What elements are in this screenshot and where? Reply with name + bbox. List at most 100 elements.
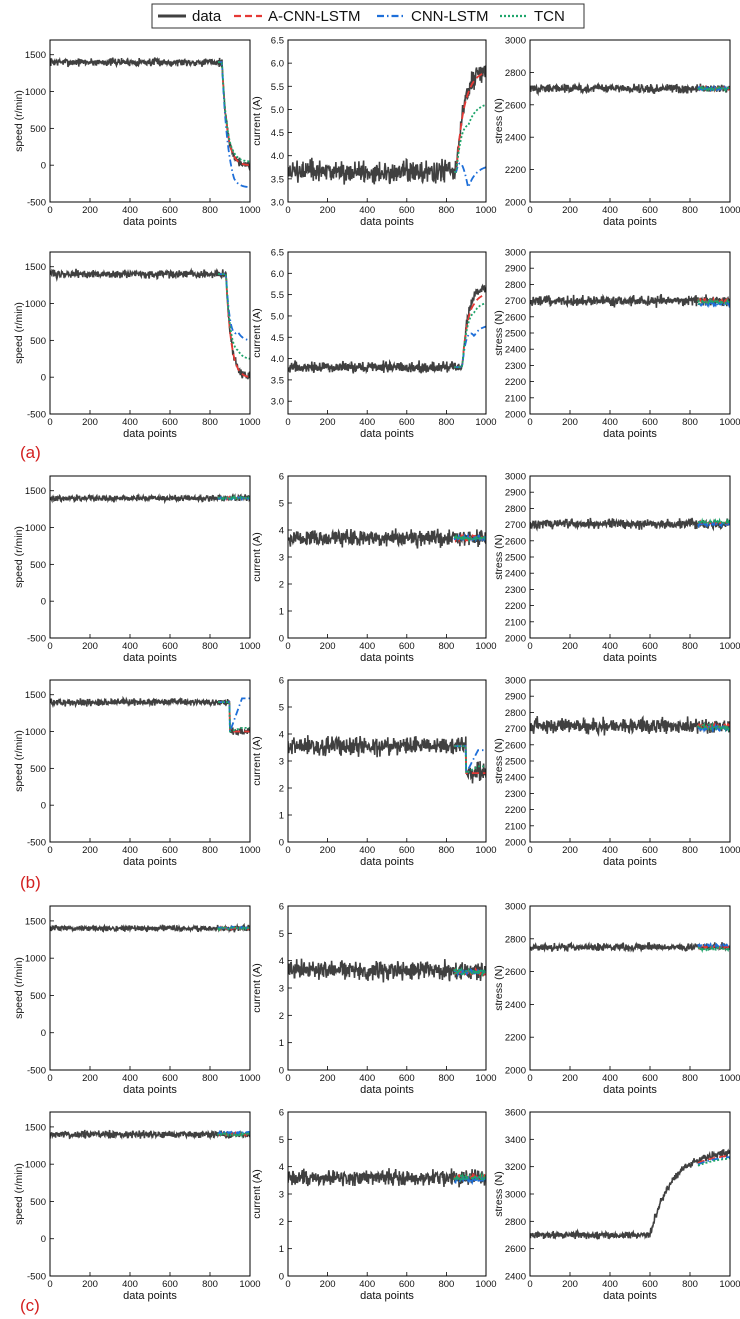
- x-tick-label: 1000: [719, 845, 740, 856]
- series-line-a-cnn-lstm: [218, 61, 250, 167]
- x-tick-label: 0: [285, 1073, 290, 1084]
- series-line-cnn-lstm: [697, 520, 730, 530]
- y-tick-label: 2400: [505, 345, 526, 356]
- x-axis-label: data points: [360, 652, 414, 664]
- y-tick-label: 0: [41, 161, 46, 172]
- series-line-a-cnn-lstm: [454, 966, 486, 978]
- chart-panel: 0 1 2 3 4 5 6 0 200 400 600 800 1000 data points curre…: [251, 472, 497, 665]
- y-axis-label: current (A): [251, 963, 263, 1013]
- series-line-tcn: [454, 104, 486, 173]
- chart-panel: 0 1 2 3 4 5 6 0 200 400 600 800 1000 data points curre…: [251, 1108, 497, 1303]
- y-tick-label: 5.0: [271, 311, 284, 322]
- y-tick-label: -500: [27, 838, 46, 849]
- y-tick-label: 2900: [505, 488, 526, 499]
- series-line-tcn: [218, 273, 250, 360]
- chart-panel: 0 1 2 3 4 5 6 0 200 400 600 800 1000 data points curre…: [251, 676, 497, 869]
- x-tick-label: 1000: [719, 417, 740, 428]
- x-axis-label: data points: [360, 1084, 414, 1096]
- y-tick-label: 500: [30, 1197, 46, 1208]
- x-tick-label: 400: [359, 845, 375, 856]
- plot-frame: [49, 251, 251, 415]
- y-tick-label: 1500: [25, 486, 46, 497]
- y-tick-label: 3.0: [271, 198, 284, 209]
- plot-frame: [287, 39, 487, 203]
- legend-label: TCN: [534, 8, 565, 25]
- series-line-a-cnn-lstm: [218, 273, 250, 378]
- y-tick-label: 3000: [505, 676, 526, 687]
- series-line-cnn-lstm: [697, 1156, 730, 1166]
- y-tick-label: 5: [279, 1135, 284, 1146]
- series-line-data: [50, 922, 250, 934]
- plot-frame: [529, 905, 731, 1071]
- chart-panel: 2000 2200 2400 2600 2800 3000 0 200 400 600 800 100…: [493, 902, 740, 1097]
- series-line-tcn: [454, 302, 486, 368]
- y-tick-label: 2100: [505, 617, 526, 628]
- x-tick-label: 800: [438, 845, 454, 856]
- x-tick-label: 200: [82, 1073, 98, 1084]
- x-tick-label: 1000: [475, 641, 496, 652]
- series-line-cnn-lstm: [454, 1175, 486, 1186]
- series-line-cnn-lstm: [218, 273, 250, 342]
- series-line-data: [530, 81, 730, 97]
- x-tick-label: 0: [285, 417, 290, 428]
- chart-panel: 2400 2600 2800 3000 3200 3400 3600 0 200 400 600 80…: [493, 1108, 740, 1303]
- y-tick-label: 2500: [505, 329, 526, 340]
- y-tick-label: 4: [279, 526, 284, 537]
- x-tick-label: 0: [47, 1073, 52, 1084]
- x-tick-label: 200: [82, 417, 98, 428]
- y-tick-label: 1000: [25, 299, 46, 310]
- x-tick-label: 200: [320, 417, 336, 428]
- x-tick-label: 200: [562, 417, 578, 428]
- y-tick-label: 0: [41, 801, 46, 812]
- series-line-tcn: [453, 966, 486, 977]
- x-tick-label: 0: [285, 1279, 290, 1290]
- x-tick-label: 800: [438, 417, 454, 428]
- y-tick-label: 1000: [25, 727, 46, 738]
- plot-frame: [287, 475, 487, 639]
- y-tick-label: 2: [279, 1217, 284, 1228]
- y-axis-label: stress (N): [493, 1171, 505, 1217]
- y-tick-label: 5: [279, 929, 284, 940]
- x-tick-label: 400: [122, 417, 138, 428]
- series-line-tcn: [697, 1157, 730, 1167]
- y-tick-label: 500: [30, 991, 46, 1002]
- y-tick-label: 2: [279, 580, 284, 591]
- x-axis-label: data points: [360, 428, 414, 440]
- series-line-tcn: [697, 297, 730, 307]
- y-axis-label: stress (N): [493, 98, 505, 144]
- x-tick-label: 0: [285, 845, 290, 856]
- x-tick-label: 600: [162, 205, 178, 216]
- plot-frame: [529, 679, 731, 843]
- y-tick-label: 0: [279, 1272, 284, 1283]
- y-tick-label: 5.5: [271, 290, 284, 301]
- y-tick-label: 2200: [505, 1033, 526, 1044]
- y-tick-label: 2900: [505, 264, 526, 275]
- y-tick-label: 500: [30, 336, 46, 347]
- x-tick-label: 600: [162, 417, 178, 428]
- x-tick-label: 800: [682, 417, 698, 428]
- y-tick-label: 2100: [505, 821, 526, 832]
- x-tick-label: 600: [399, 417, 415, 428]
- series-line-data: [50, 267, 250, 380]
- x-axis-label: data points: [603, 652, 657, 664]
- chart-panel: 2000210022002300240025002600270028002900…: [493, 676, 740, 869]
- series-line-cnn-lstm: [697, 942, 730, 949]
- x-tick-label: 1000: [475, 417, 496, 428]
- x-tick-label: 1000: [239, 641, 260, 652]
- y-tick-label: 0: [279, 634, 284, 645]
- plot-frame: [49, 905, 251, 1071]
- y-tick-label: 2: [279, 1011, 284, 1022]
- series-line-tcn: [697, 84, 730, 93]
- x-tick-label: 600: [642, 845, 658, 856]
- y-tick-label: 1000: [25, 523, 46, 534]
- plot-frame: [287, 679, 487, 843]
- y-tick-label: 500: [30, 764, 46, 775]
- chart-panel: 3.0 3.5 4.0 4.5 5.0 5.5 6.0 6.5 0 200 400 600 800 100…: [251, 36, 497, 229]
- y-tick-label: 3000: [505, 248, 526, 259]
- x-tick-label: 200: [320, 1073, 336, 1084]
- x-tick-label: 400: [122, 1073, 138, 1084]
- x-tick-label: 200: [562, 845, 578, 856]
- y-tick-label: 2200: [505, 601, 526, 612]
